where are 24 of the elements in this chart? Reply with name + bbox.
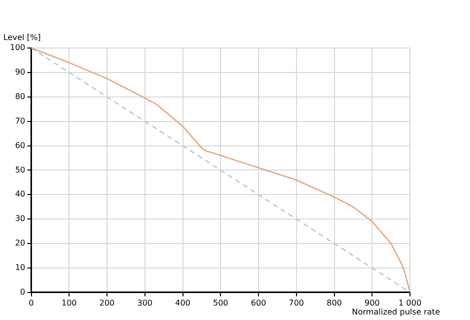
- x-tick-label: 600: [250, 298, 266, 308]
- y-tick-label: 90: [15, 68, 26, 77]
- x-tick-label: 700: [288, 298, 304, 308]
- y-tick-label: 0: [20, 287, 26, 296]
- x-tick-label: 800: [326, 298, 342, 308]
- x-tick-label: 1 000: [398, 298, 422, 308]
- y-tick-label: 40: [15, 190, 26, 199]
- y-tick-label: 50: [15, 165, 26, 174]
- x-tick-label: 300: [137, 298, 153, 308]
- y-tick-label: 100: [10, 43, 26, 52]
- x-tick-label: 500: [212, 298, 228, 308]
- x-tick-label: 900: [364, 298, 380, 308]
- y-tick-label: 20: [15, 238, 26, 248]
- y-tick-label: 10: [15, 263, 26, 272]
- y-tick-label: 60: [15, 140, 26, 150]
- x-axis-title: Normalized pulse rate: [352, 307, 440, 316]
- y-axis-title: Level [%]: [3, 33, 41, 42]
- x-tick-label: 100: [62, 298, 77, 308]
- x-tick-label: 200: [99, 298, 115, 308]
- x-tick-label: 400: [175, 298, 190, 308]
- x-tick-label: 0: [28, 298, 34, 308]
- y-tick-label: 70: [15, 116, 26, 126]
- y-tick-label: 30: [15, 214, 26, 224]
- y-tick-label: 80: [15, 92, 26, 101]
